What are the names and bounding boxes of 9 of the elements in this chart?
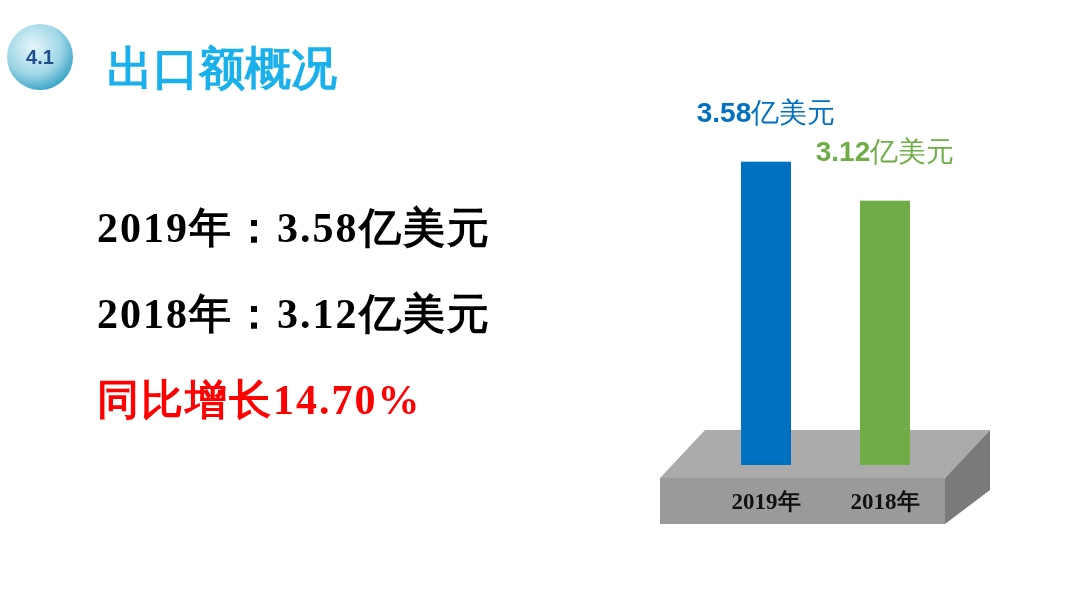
text: 同比增长14.70% [97,377,422,423]
x-tick-label: 2018年 [850,489,920,514]
data-label: 3.12亿美元 [815,135,955,167]
text: 2019年：3.58亿美元 [97,205,491,251]
x-tick-label: 2019年 [731,489,801,514]
text: 出口额概况 [107,43,337,94]
text: 2018年：3.12亿美元 [97,291,491,337]
text: 4.1 [26,46,54,68]
data-label: 3.58亿美元 [696,96,836,128]
